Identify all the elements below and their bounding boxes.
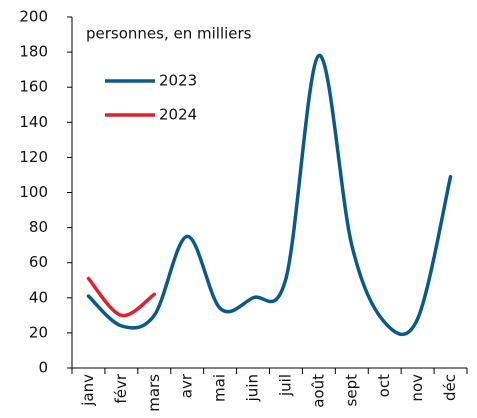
series-line [86, 53, 453, 337]
y-tick-label: 120 [19, 148, 48, 166]
y-tick-label: 160 [19, 78, 48, 96]
x-tick-label: juil [276, 374, 294, 397]
x-tick-label: mai [211, 374, 229, 402]
y-tick-label: 200 [19, 8, 48, 26]
x-tick-label: mars [145, 374, 163, 412]
y-tick-label: 100 [19, 183, 48, 201]
x-tick-label: déc [441, 374, 459, 401]
x-tick-label: sept [342, 374, 360, 407]
x-tick-label: juin [244, 374, 262, 402]
y-tick-label: 140 [19, 113, 48, 131]
y-tick-label: 180 [19, 43, 48, 61]
x-tick-label: avr [178, 373, 196, 398]
y-tick-label: 20 [29, 323, 48, 341]
x-tick-label: févr [112, 373, 130, 403]
legend-label: 2023 [159, 72, 197, 90]
x-tick-label: nov [408, 374, 426, 402]
y-tick-label: 60 [29, 253, 48, 271]
x-tick-label: oct [375, 374, 393, 397]
y-tick-label: 0 [38, 359, 48, 377]
legend-label: 2024 [159, 106, 197, 124]
series-line [86, 276, 157, 318]
y-tick-label: 80 [29, 218, 48, 236]
annotation: personnes, en milliers [86, 25, 252, 43]
x-tick-label: août [309, 374, 327, 408]
x-tick-label: janv [79, 374, 97, 407]
y-tick-label: 40 [29, 288, 48, 306]
